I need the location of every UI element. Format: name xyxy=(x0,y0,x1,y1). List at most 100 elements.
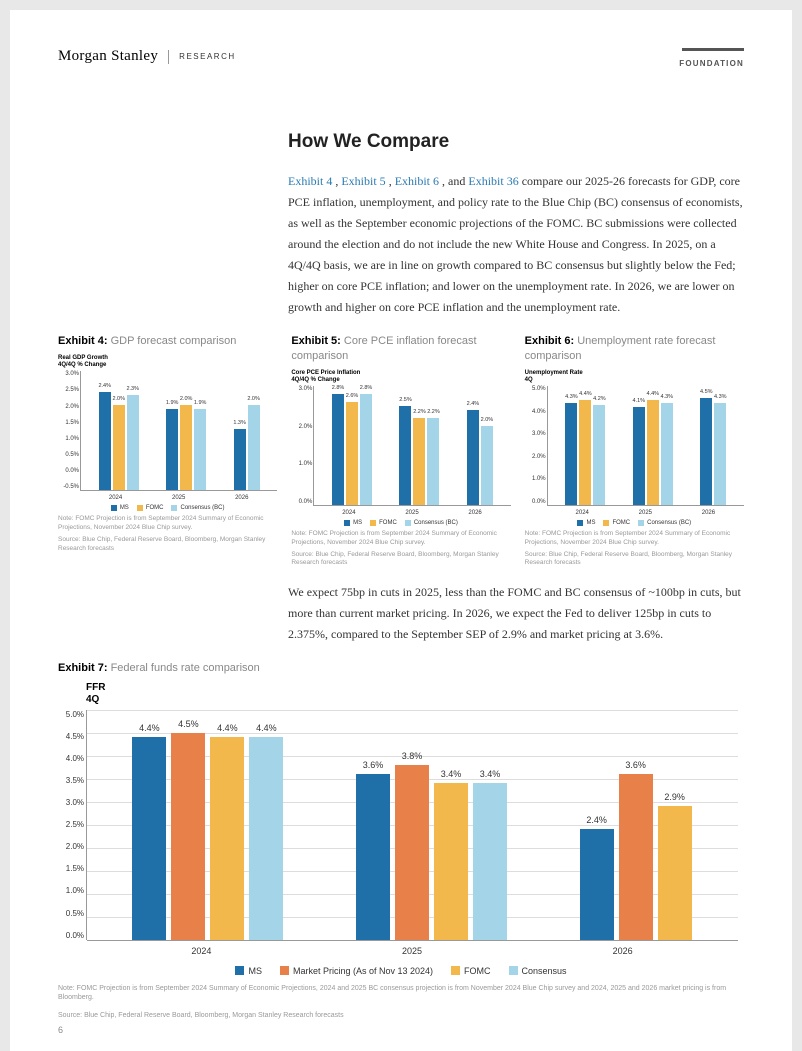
bar: 1.9% xyxy=(194,409,206,491)
x-tick: 2024 xyxy=(109,495,122,501)
chart-area: 3.0%2.5%2.0%1.5%1.0%0.5%0.0%-0.5%2.4%2.0… xyxy=(80,371,277,491)
text: , xyxy=(332,174,341,188)
y-tick: 3.0% xyxy=(292,386,312,392)
link-exhibit-36[interactable]: Exhibit 36 xyxy=(468,174,518,188)
legend-label: MS xyxy=(120,505,129,511)
legend: MS FOMC Consensus (BC) xyxy=(291,520,510,526)
exhibit-number: Exhibit 7: xyxy=(58,662,108,674)
y-tick: 1.0% xyxy=(58,886,84,895)
y-axis: 3.0%2.0%1.0%0.0% xyxy=(292,386,312,505)
link-exhibit-6[interactable]: Exhibit 6 xyxy=(395,174,439,188)
legend-label: MS xyxy=(353,520,362,526)
bar-label: 2.2% xyxy=(413,409,426,415)
x-tick: 2024 xyxy=(191,946,211,956)
y-tick: 5.0% xyxy=(526,386,546,392)
legend-swatch xyxy=(603,520,609,526)
legend-item: FOMC xyxy=(370,520,397,526)
bar-label: 3.8% xyxy=(402,751,423,761)
y-tick: 0.0% xyxy=(526,499,546,505)
y-tick: 3.5% xyxy=(58,776,84,785)
exhibit-header: Exhibit 7: Federal funds rate comparison xyxy=(58,661,744,676)
exhibit-header: Exhibit 5: Core PCE inflation forecast c… xyxy=(291,334,510,364)
chart-source: Source: Blue Chip, Federal Reserve Board… xyxy=(58,1011,744,1021)
x-tick: 2025 xyxy=(172,495,185,501)
exhibit-number: Exhibit 5: xyxy=(291,335,341,347)
exhibit-4: Exhibit 4: GDP forecast comparisonReal G… xyxy=(58,334,277,568)
year-group: 4.4%4.5%4.4%4.4% xyxy=(132,710,283,940)
bar-label: 4.4% xyxy=(139,723,160,733)
chart-source: Source: Blue Chip, Federal Reserve Board… xyxy=(291,551,510,568)
legend-swatch xyxy=(344,520,350,526)
bar: 2.5% xyxy=(399,406,411,505)
legend-item: MS xyxy=(111,505,129,511)
bar: 2.2% xyxy=(427,418,439,505)
legend-item: FOMC xyxy=(451,966,491,976)
bar: 3.6% xyxy=(356,774,390,940)
bar-label: 2.9% xyxy=(664,792,685,802)
legend-label: Consensus (BC) xyxy=(180,505,224,511)
exhibit-7: Exhibit 7: Federal funds rate comparison… xyxy=(58,661,744,1021)
legend-label: Consensus (BC) xyxy=(414,520,458,526)
bar: 2.4% xyxy=(467,410,479,505)
page-number: 6 xyxy=(58,1025,63,1035)
y-tick: 4.5% xyxy=(58,732,84,741)
page-header: Morgan Stanley RESEARCH FOUNDATION xyxy=(58,48,744,71)
bar: 4.4% xyxy=(210,737,244,939)
year-group: 4.5%4.3% xyxy=(700,386,726,505)
bar: 2.6% xyxy=(346,402,358,505)
x-tick: 2025 xyxy=(405,510,418,516)
year-group: 3.6% 3.8% 3.4%3.4% xyxy=(356,710,507,940)
bar-label: 2.4% xyxy=(586,815,607,825)
bar-label: 2.0% xyxy=(481,417,494,423)
bar: 4.4% xyxy=(579,400,591,505)
chart-title: Unemployment Rate4Q xyxy=(525,370,744,384)
legend-item: MS xyxy=(235,966,262,976)
bar-label: 2.8% xyxy=(360,385,373,391)
section-title: How We Compare xyxy=(288,131,744,153)
year-group: 2.4% 3.6% 2.9% xyxy=(580,710,692,940)
x-tick: 2024 xyxy=(342,510,355,516)
bar: 2.0% xyxy=(481,426,493,505)
bar-label: 4.4% xyxy=(256,723,277,733)
year-group: 2.5%2.2%2.2% xyxy=(399,386,439,505)
bar: 4.4% xyxy=(132,737,166,939)
legend: MSMarket Pricing (As of Nov 13 2024)FOMC… xyxy=(58,966,744,976)
bar-label: 2.5% xyxy=(399,397,412,403)
bar: 4.1% xyxy=(633,407,645,505)
foundation-block: FOUNDATION xyxy=(679,48,744,71)
link-exhibit-4[interactable]: Exhibit 4 xyxy=(288,174,332,188)
y-tick: 2.5% xyxy=(59,387,79,393)
y-axis: 5.0%4.5%4.0%3.5%3.0%2.5%2.0%1.5%1.0%0.5%… xyxy=(58,710,84,940)
bar: 3.6% xyxy=(619,774,653,940)
exhibits-row-small: Exhibit 4: GDP forecast comparisonReal G… xyxy=(58,334,744,568)
bar: 4.5% xyxy=(171,733,205,940)
link-exhibit-5[interactable]: Exhibit 5 xyxy=(341,174,385,188)
y-tick: 0.5% xyxy=(59,452,79,458)
bar-label: 4.3% xyxy=(565,394,578,400)
bar: 3.4% xyxy=(434,783,468,939)
text: compare our 2025-26 forecasts for GDP, c… xyxy=(288,174,743,314)
x-axis: 202420252026 xyxy=(96,946,728,956)
bar: 2.3% xyxy=(127,395,139,490)
bar: 2.0% xyxy=(248,405,260,490)
y-tick: 1.0% xyxy=(292,461,312,467)
bar: 4.5% xyxy=(700,398,712,505)
bars-area: 2.4%2.0%2.3%1.9%2.0%1.9%1.3%2.0% xyxy=(85,371,273,490)
year-group: 1.9%2.0%1.9% xyxy=(166,371,206,490)
y-tick: 3.0% xyxy=(526,431,546,437)
legend-item: MS xyxy=(344,520,362,526)
x-tick: 2026 xyxy=(702,510,715,516)
logo-divider xyxy=(168,50,169,64)
bar: 3.4% xyxy=(473,783,507,939)
bar-label: 2.3% xyxy=(126,386,139,392)
legend-label: MS xyxy=(586,520,595,526)
y-tick: 2.0% xyxy=(292,424,312,430)
y-tick: 4.0% xyxy=(526,409,546,415)
exhibit-number: Exhibit 4: xyxy=(58,335,108,347)
exhibit-title: Federal funds rate comparison xyxy=(111,662,260,674)
chart-note: Note: FOMC Projection is from September … xyxy=(525,530,744,547)
year-group: 4.3%4.4%4.2% xyxy=(565,386,605,505)
foundation-label: FOUNDATION xyxy=(679,59,744,68)
intro-paragraph: Exhibit 4 , Exhibit 5 , Exhibit 6 , and … xyxy=(288,171,744,318)
bar-label: 1.3% xyxy=(233,420,246,426)
